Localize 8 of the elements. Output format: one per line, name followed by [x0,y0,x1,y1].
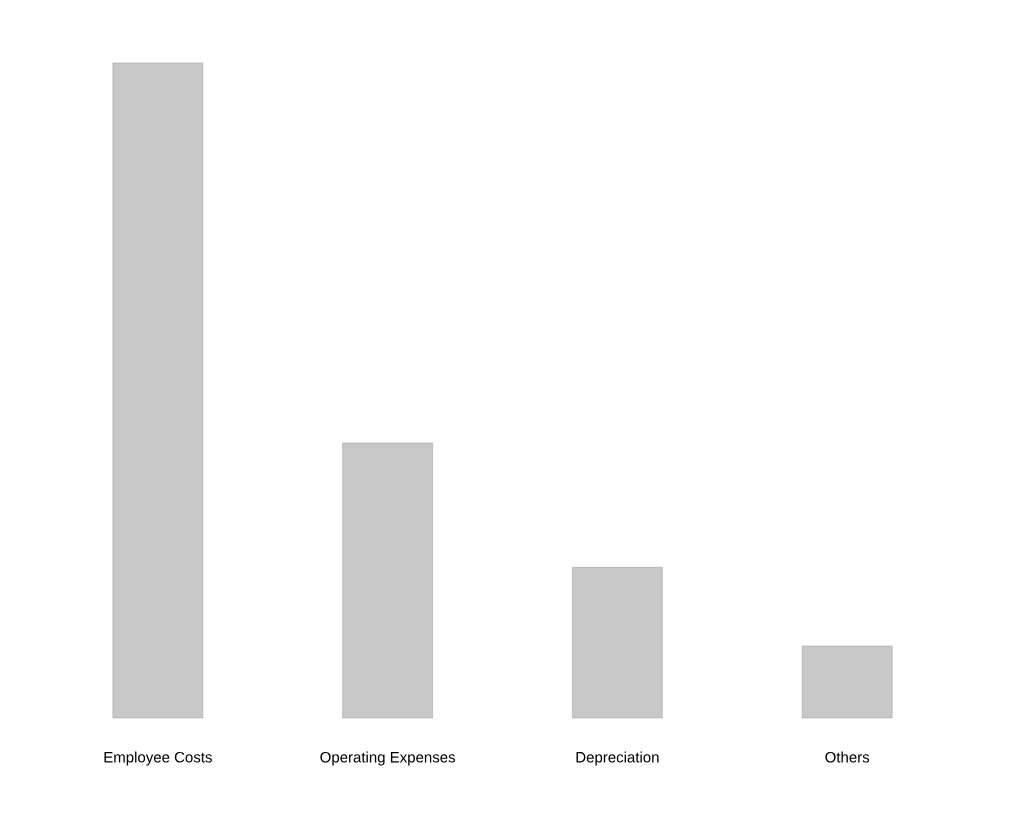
bar [342,442,433,719]
x-tick-label: Operating Expenses [320,751,456,766]
x-tick-label: Others [825,751,870,763]
bar [801,645,893,719]
x-tick-label: Employee Costs [104,751,212,766]
bar [112,62,204,719]
x-tick-label: Depreciation [576,751,659,766]
bar [572,567,663,719]
